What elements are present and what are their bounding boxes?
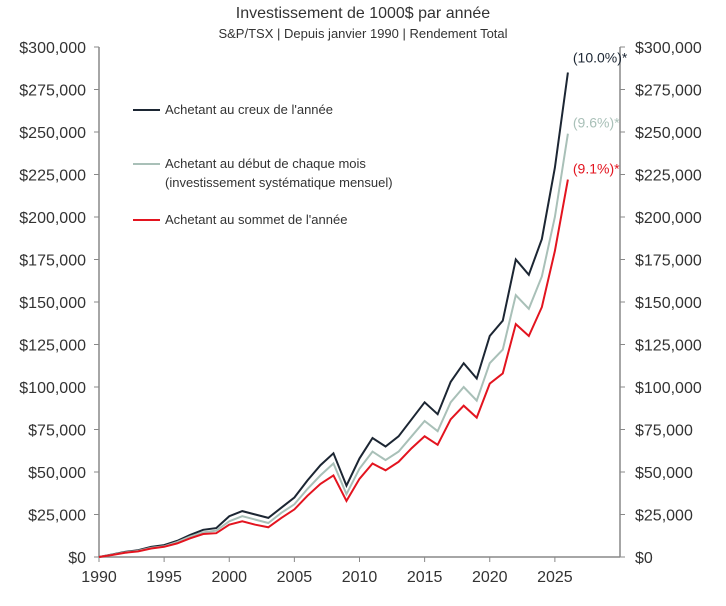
x-tick-label: 2000 <box>211 569 247 586</box>
y-tick-label-left: $0 <box>68 550 86 567</box>
y-tick-label-right: $250,000 <box>635 125 702 142</box>
y-tick-label-left: $250,000 <box>19 125 86 142</box>
y-tick-label-right: $50,000 <box>635 465 693 482</box>
chart-subtitle: S&P/TSX | Depuis janvier 1990 | Rendemen… <box>218 26 507 41</box>
y-tick-label-right: $150,000 <box>635 295 702 312</box>
y-tick-label-right: $25,000 <box>635 508 693 525</box>
legend-label-sommet: Achetant au sommet de l'année <box>165 212 347 227</box>
legend: Achetant au creux de l'année Achetant au… <box>133 102 393 227</box>
series-line <box>98 179 569 558</box>
y-tick-label-left: $175,000 <box>19 253 86 270</box>
x-tick-label: 1990 <box>81 569 117 586</box>
y-tick-label-left: $25,000 <box>28 508 86 525</box>
y-tick-label-right: $0 <box>635 550 653 567</box>
legend-label-mensuel: Achetant au début de chaque mois <box>165 156 366 171</box>
legend-label-mensuel-line2: (investissement systématique mensuel) <box>165 175 393 190</box>
series-end-label: (10.0%)* <box>573 50 628 66</box>
legend-label-creux: Achetant au creux de l'année <box>165 102 333 117</box>
x-tick-label: 2025 <box>537 569 573 586</box>
y-tick-label-left: $125,000 <box>19 338 86 355</box>
y-tick-label-left: $50,000 <box>28 465 86 482</box>
y-tick-label-right: $75,000 <box>635 423 693 440</box>
series-line <box>98 72 569 558</box>
y-tick-label-right: $200,000 <box>635 210 702 227</box>
y-tick-label-right: $225,000 <box>635 168 702 185</box>
y-tick-label-left: $225,000 <box>19 168 86 185</box>
series-end-label: (9.1%)* <box>573 161 620 177</box>
y-tick-label-left: $200,000 <box>19 210 86 227</box>
y-tick-label-left: $300,000 <box>19 40 86 57</box>
y-tick-label-left: $150,000 <box>19 295 86 312</box>
series-end-label: (9.6%)* <box>573 115 620 131</box>
y-tick-label-right: $275,000 <box>635 83 702 100</box>
y-tick-label-right: $100,000 <box>635 380 702 397</box>
series-line <box>98 133 569 558</box>
x-tick-label: 2010 <box>342 569 378 586</box>
chart-title: Investissement de 1000$ par année <box>236 5 491 22</box>
y-tick-label-left: $275,000 <box>19 83 86 100</box>
y-tick-label-left: $75,000 <box>28 423 86 440</box>
y-tick-label-right: $300,000 <box>635 40 702 57</box>
y-tick-label-right: $175,000 <box>635 253 702 270</box>
x-tick-label: 2005 <box>277 569 313 586</box>
y-tick-label-right: $125,000 <box>635 338 702 355</box>
x-tick-label: 2015 <box>407 569 443 586</box>
y-tick-label-left: $100,000 <box>19 380 86 397</box>
x-tick-label: 2020 <box>472 569 508 586</box>
x-tick-label: 1995 <box>146 569 182 586</box>
